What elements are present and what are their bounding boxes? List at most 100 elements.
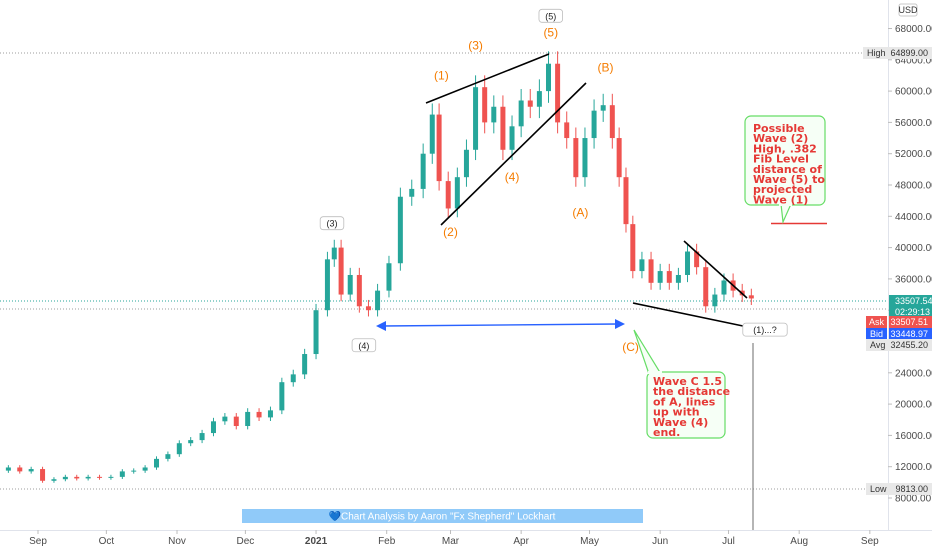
low-value: 9813.00: [895, 484, 928, 494]
candle-body: [591, 110, 597, 139]
wave-label-box: [351, 338, 377, 353]
candle-body: [313, 310, 319, 355]
candle-body: [40, 469, 46, 481]
annotation-line: Wave C 1.5: [653, 375, 722, 388]
avg-label: Avg: [870, 340, 885, 350]
low-label-box: [866, 483, 932, 495]
annotation-line: distance of: [753, 163, 822, 176]
candle-body: [51, 479, 57, 481]
last-price-countdown: 02:29:13: [895, 307, 930, 317]
y-tick-label: 48000.00: [895, 181, 932, 192]
annotation-line: up with: [653, 406, 700, 419]
x-tick-label: Apr: [513, 536, 529, 547]
x-tick-label: Feb: [378, 536, 396, 547]
x-tick-label: Aug: [790, 536, 808, 547]
candle-body: [188, 440, 194, 444]
author-banner: 💙Chart Analysis by Aaron "Fx Shepherd" L…: [242, 509, 643, 523]
annotation-wave2: Possible Wave (2) High, .382 Fib Level dista…: [744, 115, 826, 206]
candle-body: [17, 467, 23, 472]
wave-label: (1)...?: [753, 325, 777, 335]
x-tick-label: Jun: [652, 536, 668, 547]
x-tick-label: Dec: [236, 536, 254, 547]
arrow-head-left-icon: [376, 321, 386, 331]
last-price-box: [889, 295, 932, 319]
candle-body: [375, 290, 381, 311]
candle-body: [482, 87, 488, 123]
candle-body: [600, 105, 606, 111]
banner-text: 💙Chart Analysis by Aaron "Fx Shepherd" L…: [329, 511, 556, 523]
wave-label-box: [538, 8, 563, 23]
candle-body: [119, 471, 125, 477]
annotation-line: Possible: [753, 122, 805, 135]
candle-body: [573, 138, 579, 178]
candle-body: [222, 416, 228, 422]
candle-body: [623, 177, 629, 225]
wave-label: (5): [543, 25, 558, 39]
x-axis-ticks: Sep Oct Nov Dec 2021 Feb Mar Apr May Jun Jul Aug Sep: [29, 530, 879, 547]
high-label-box: [863, 47, 932, 59]
candle-body: [279, 382, 285, 411]
candle-body: [500, 106, 506, 150]
annotation-wavec: Wave C 1.5 the distance of A, lines up with…: [646, 371, 730, 439]
candle-body: [616, 138, 622, 178]
y-tick-label: 64000.00: [895, 55, 932, 66]
candle-body: [28, 469, 34, 472]
annotation-line: Wave (4): [653, 416, 708, 429]
candle-body: [74, 476, 80, 479]
high-label: High: [867, 48, 886, 58]
reference-lines: [0, 52, 888, 490]
y-tick-label: 60000.00: [895, 87, 932, 98]
triangle-lower-line: [632, 302, 744, 327]
annotation-text: Wave C 1.5 the distance of A, lines up with…: [653, 375, 730, 439]
wave-label-box: [319, 216, 345, 231]
candle-body: [154, 458, 160, 468]
y-tick-label: 40000.00: [895, 243, 932, 254]
bid-value-box: [889, 328, 932, 340]
y-tick-label: 52000.00: [895, 149, 932, 160]
x-tick-label: Mar: [442, 536, 460, 547]
candle-body: [712, 294, 718, 307]
annotation-line: High, .382: [753, 142, 817, 155]
candle-body: [142, 467, 148, 471]
candle-body: [397, 196, 403, 264]
wave-labels: (1) (2) (3) (4) (5) (5) (A) (B) (C) (3) (4) (1)...?: [319, 8, 788, 354]
wave-label: (C): [622, 340, 639, 354]
candle-body: [245, 411, 251, 427]
candle-body: [331, 247, 337, 260]
candle-body: [473, 87, 479, 150]
currency-box: [898, 3, 918, 17]
wave-label: (3): [468, 39, 483, 53]
candle-body: [356, 274, 362, 307]
avg-label-box: [866, 339, 932, 351]
wave-label: (1): [434, 68, 449, 82]
candle-body: [267, 410, 273, 418]
candle-body: [685, 251, 691, 275]
last-price-value: 33507.54: [895, 296, 932, 306]
y-tick-label: 36000.00: [895, 274, 932, 285]
candle-body: [527, 100, 533, 107]
candle-body: [721, 280, 727, 295]
candle-body: [436, 114, 442, 182]
candle-body: [564, 122, 570, 139]
y-tick-label: 68000.00: [895, 24, 932, 35]
annotation-line: projected: [753, 183, 812, 196]
candle-body: [666, 271, 672, 283]
wave-label-box: [742, 322, 788, 337]
candle-body: [509, 126, 515, 150]
candle-body: [609, 105, 615, 139]
candle-body: [62, 476, 68, 480]
triangle-upper-line: [683, 240, 748, 299]
bid-tag: [866, 328, 887, 340]
annotation-line: Fib Level: [753, 153, 809, 166]
bid-label: Bid: [870, 329, 883, 339]
candle-body: [445, 181, 451, 209]
wave-label: (B): [597, 61, 613, 75]
y-tick-label: 16000.00: [895, 431, 932, 442]
wave-label: (3): [326, 219, 337, 229]
candle-body: [491, 106, 497, 123]
candle-body: [582, 138, 588, 178]
candle-body: [518, 100, 524, 127]
avg-value: 32455.20: [890, 340, 928, 350]
